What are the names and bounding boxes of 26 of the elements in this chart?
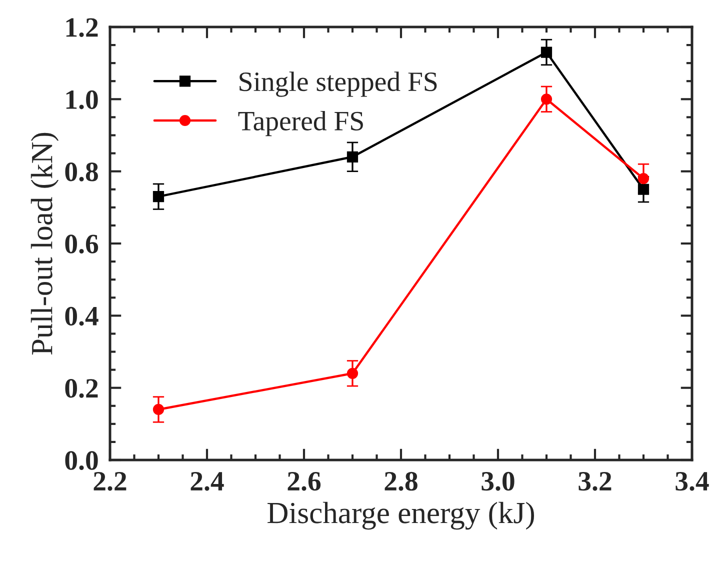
x-tick-label: 2.4 (190, 472, 224, 491)
point (638, 184, 650, 195)
point (152, 191, 164, 202)
point (638, 172, 650, 184)
x-axis-title: Discharge energy (kJ) (268, 502, 534, 530)
legend-label: Single stepped FS (240, 72, 437, 97)
x-tick-label: 3.4 (676, 472, 709, 491)
y-tick-label: 1.2 (66, 18, 98, 38)
x-tick-label: 3.2 (578, 472, 612, 491)
x-tick-label: 2.2 (94, 472, 126, 491)
legend-label: Tapered FS (238, 110, 363, 136)
point (152, 404, 164, 416)
y-tick-label: 0.4 (65, 306, 98, 326)
y-tick-label: 0.2 (65, 379, 98, 398)
y-tick-label: 1.0 (66, 90, 98, 110)
x-tick-label: 2.8 (384, 472, 418, 491)
point (346, 151, 358, 162)
x-tick-label: 2.6 (288, 472, 321, 491)
y-tick-label: 0.8 (65, 162, 98, 182)
y-axis-title: Pull-out load (kN) (30, 132, 59, 355)
y-tick-label: 0.6 (65, 234, 98, 254)
y-tick-label: 0.0 (65, 451, 98, 470)
point (540, 94, 552, 105)
x-tick-label: 3.0 (482, 472, 514, 491)
point (540, 46, 552, 58)
point (346, 368, 358, 379)
